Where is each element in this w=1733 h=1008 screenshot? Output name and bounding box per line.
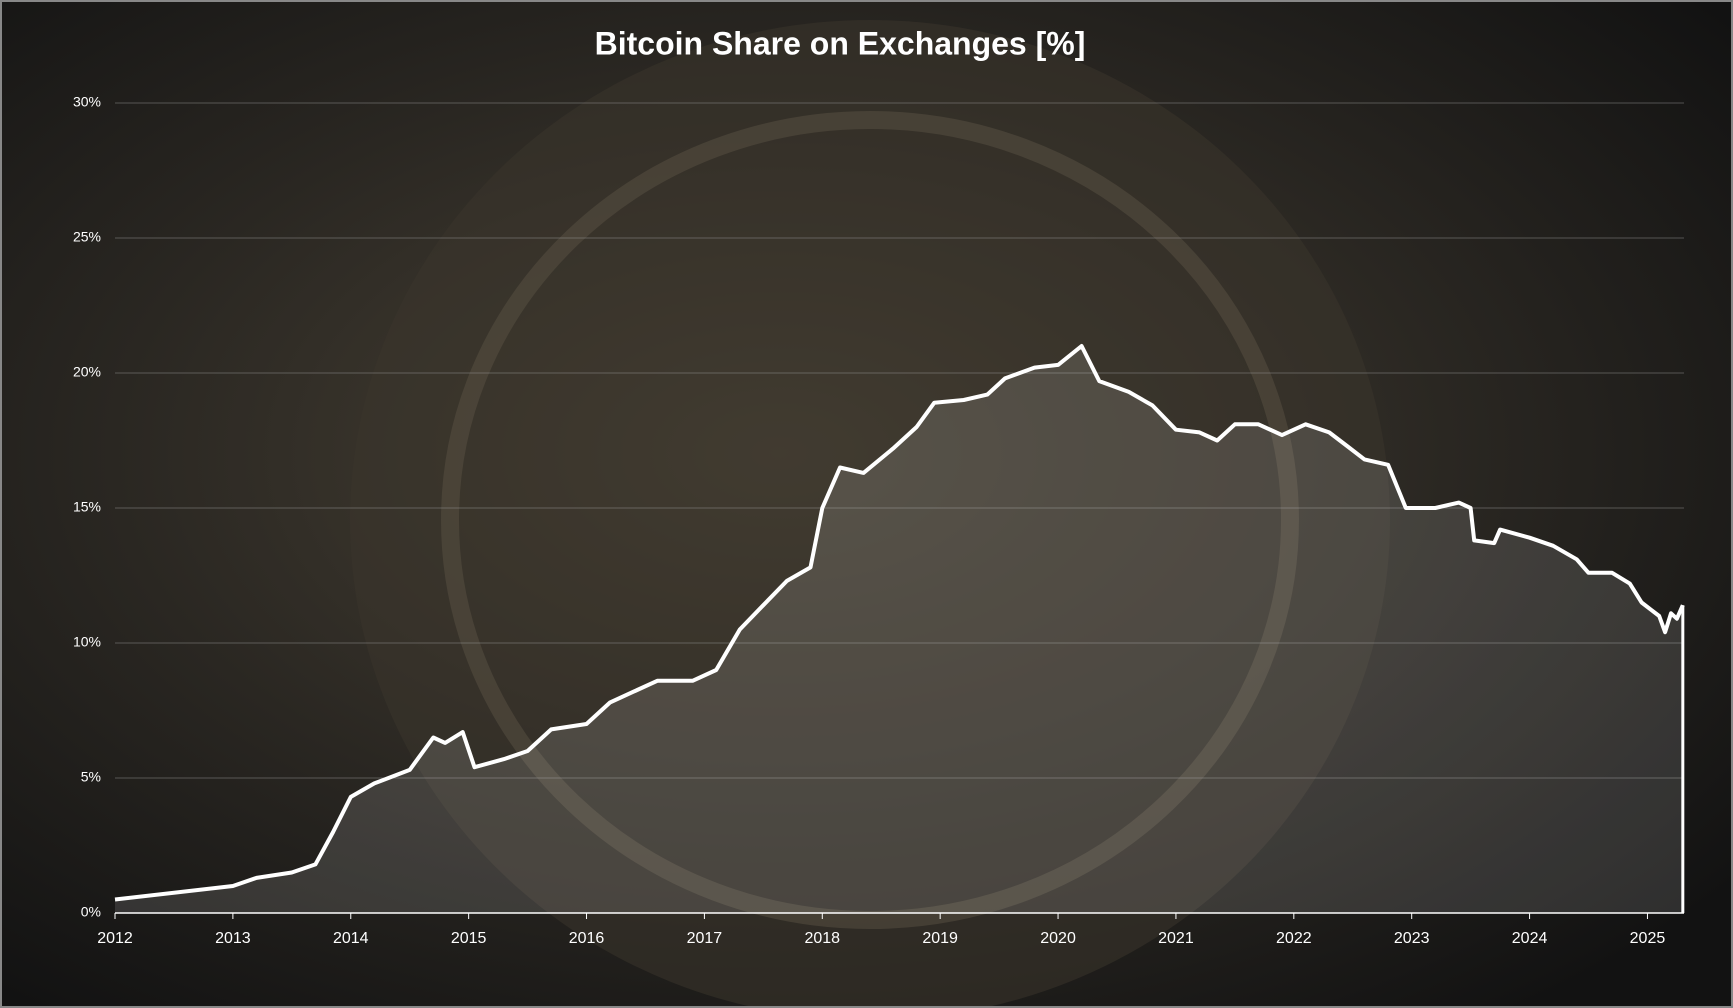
y-tick-label: 5% <box>81 769 101 785</box>
x-tick-label: 2016 <box>569 930 605 947</box>
coin-decoration <box>350 20 1390 1008</box>
x-tick-label: 2023 <box>1394 930 1430 947</box>
y-tick-label: 30% <box>73 94 101 110</box>
y-tick-label: 0% <box>81 904 101 920</box>
x-tick-label: 2022 <box>1276 930 1312 947</box>
chart-title: Bitcoin Share on Exchanges [%] <box>595 25 1086 61</box>
x-tick-label: 2020 <box>1040 930 1076 947</box>
x-tick-label: 2014 <box>333 930 369 947</box>
line <box>114 344 1685 902</box>
x-tick-label: 2012 <box>97 930 133 947</box>
x-tick-label: 2025 <box>1630 930 1666 947</box>
x-tick-label: 2017 <box>687 930 723 947</box>
y-tick-label: 10% <box>73 634 101 650</box>
x-tick-label: 2018 <box>804 930 840 947</box>
y-tick-label: 15% <box>73 499 101 515</box>
y-tick-label: 25% <box>73 229 101 245</box>
y-tick-label: 20% <box>73 364 101 380</box>
x-tick-label: 2019 <box>922 930 958 947</box>
area <box>115 346 1683 913</box>
x-tick-label: 2024 <box>1512 930 1548 947</box>
coin-ring <box>441 111 1299 929</box>
x-tick-label: 2015 <box>451 930 487 947</box>
x-tick-label: 2021 <box>1158 930 1194 947</box>
x-tick-label: 2013 <box>215 930 251 947</box>
